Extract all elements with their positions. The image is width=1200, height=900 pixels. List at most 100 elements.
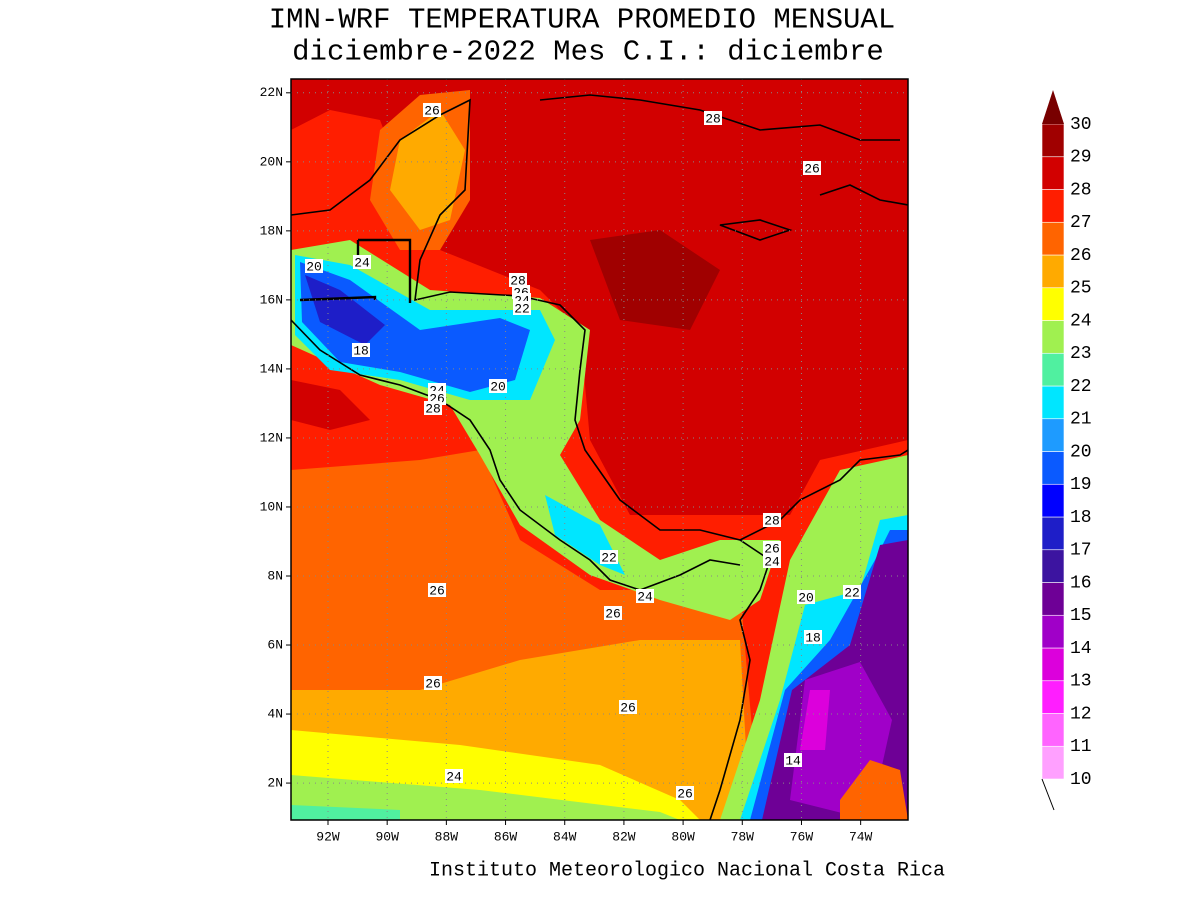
contour-label: 18 bbox=[805, 630, 821, 645]
colorbar-over-arrow bbox=[1042, 90, 1064, 124]
colorbar-box bbox=[1041, 221, 1065, 256]
colorbar-box bbox=[1041, 647, 1065, 682]
footer: Instituto Meteorologico Nacional Costa R… bbox=[429, 859, 945, 882]
colorbar-label: 27 bbox=[1070, 213, 1092, 233]
contour-label: 14 bbox=[785, 753, 801, 768]
grid: 92W 90W 88W 86W 84W 82W 80W 78W 76W 74W 2N 4N 6N 8N 10… bbox=[260, 79, 908, 844]
contour-label-box bbox=[704, 111, 722, 125]
contour-label-box bbox=[619, 700, 637, 714]
colorbar-label: 22 bbox=[1070, 377, 1092, 397]
contour-label-box bbox=[305, 259, 323, 273]
colorbar-label: 16 bbox=[1070, 573, 1092, 593]
x-tick-label: 92W bbox=[316, 829, 340, 844]
y-tick-label: 4N bbox=[267, 706, 283, 721]
y-tick-label: 6N bbox=[267, 637, 283, 652]
contour-label: 26 bbox=[620, 700, 636, 715]
colorbar-box bbox=[1041, 582, 1065, 616]
x-tick-label: 88W bbox=[435, 829, 459, 844]
colorbar-label: 21 bbox=[1070, 410, 1092, 430]
colorbar-box bbox=[1041, 516, 1065, 551]
colorbar-box bbox=[1041, 385, 1065, 420]
colorbar-box bbox=[1041, 745, 1065, 780]
title-line-1: IMN-WRF TEMPERATURA PROMEDIO MENSUAL bbox=[269, 4, 896, 37]
contour-label: 18 bbox=[353, 343, 369, 358]
temperature-region bbox=[291, 380, 370, 430]
contour-label-box bbox=[763, 554, 781, 568]
contour-label-box bbox=[352, 343, 370, 357]
contour-label-box bbox=[424, 676, 442, 690]
contour-label: 26 bbox=[764, 541, 780, 556]
contour-label: 26 bbox=[424, 103, 440, 118]
title-line-2: diciembre-2022 Mes C.I.: diciembre bbox=[292, 36, 884, 69]
temperature-region bbox=[291, 805, 400, 820]
contour-label: 28 bbox=[510, 273, 526, 288]
y-tick-label: 18N bbox=[260, 223, 283, 238]
x-tick-label: 74W bbox=[849, 829, 873, 844]
colorbar-tail bbox=[1041, 778, 1055, 811]
colorbar-label: 25 bbox=[1070, 279, 1092, 299]
colorbar-label: 29 bbox=[1070, 148, 1092, 168]
colorbar-label: 28 bbox=[1070, 180, 1092, 200]
colorbar-box bbox=[1041, 156, 1065, 190]
contour-label: 22 bbox=[844, 585, 860, 600]
colorbar-box bbox=[1041, 614, 1065, 649]
colorbar-label: 13 bbox=[1070, 672, 1092, 692]
x-tick-label: 90W bbox=[375, 829, 399, 844]
colorbar-box bbox=[1041, 320, 1065, 354]
colorbar-box bbox=[1041, 549, 1065, 583]
temperature-region bbox=[291, 775, 680, 820]
contour-label: 22 bbox=[514, 301, 530, 316]
contour-label-box bbox=[445, 769, 463, 783]
y-tick-label: 16N bbox=[260, 292, 283, 307]
contour-label: 20 bbox=[490, 379, 506, 394]
temperature-region bbox=[305, 275, 385, 345]
y-tick-label: 10N bbox=[260, 499, 283, 514]
map-frame bbox=[290, 78, 909, 821]
colorbar: 10 11 12 13 14 15 16 17 18 19 20 21 22 23 24 25 26 27 28 29… bbox=[1041, 90, 1092, 790]
colorbar-label: 26 bbox=[1070, 246, 1092, 266]
x-tick-label: 76W bbox=[790, 829, 814, 844]
y-tick-label: 20N bbox=[260, 154, 283, 169]
colorbar-box bbox=[1041, 418, 1065, 452]
contour-label-box bbox=[843, 585, 861, 599]
contour-label-box bbox=[509, 273, 527, 287]
contour-label-box bbox=[803, 161, 821, 175]
contour-label-box bbox=[763, 513, 781, 527]
contour-label-box bbox=[676, 786, 694, 800]
temperature-field bbox=[291, 79, 908, 820]
colorbar-label: 14 bbox=[1070, 639, 1092, 659]
x-tick-label: 82W bbox=[612, 829, 636, 844]
contour-label: 26 bbox=[425, 676, 441, 691]
contour-label-box bbox=[784, 753, 802, 767]
y-tick-label: 8N bbox=[267, 568, 283, 583]
colorbar-label: 20 bbox=[1070, 442, 1092, 462]
y-tick-label: 22N bbox=[260, 85, 283, 100]
contour-label-box bbox=[804, 630, 822, 644]
contour-label: 28 bbox=[705, 111, 721, 126]
temperature-region bbox=[840, 760, 908, 820]
contour-label-box bbox=[428, 583, 446, 597]
contour-label-box bbox=[763, 541, 781, 555]
contour-label: 26 bbox=[677, 786, 693, 801]
x-tick-label: 80W bbox=[671, 829, 695, 844]
x-tick-label: 78W bbox=[731, 829, 755, 844]
colorbar-box bbox=[1041, 352, 1065, 387]
colorbar-box bbox=[1041, 189, 1065, 223]
contour-label: 28 bbox=[425, 401, 441, 416]
contour-label-box bbox=[423, 103, 441, 117]
temperature-region bbox=[590, 230, 720, 330]
colorbar-label: 19 bbox=[1070, 475, 1092, 495]
colorbar-label: 11 bbox=[1070, 737, 1092, 757]
colorbar-label: 10 bbox=[1070, 770, 1092, 790]
contour-label: 20 bbox=[306, 259, 322, 274]
contour-label: 24 bbox=[637, 589, 653, 604]
colorbar-box bbox=[1041, 254, 1065, 289]
temperature-region bbox=[300, 262, 530, 392]
colorbar-label: 24 bbox=[1070, 311, 1092, 331]
contour-label: 20 bbox=[798, 590, 814, 605]
x-tick-label: 84W bbox=[553, 829, 577, 844]
colorbar-box bbox=[1041, 123, 1065, 158]
contour-label: 26 bbox=[605, 606, 621, 621]
y-tick-label: 14N bbox=[260, 361, 283, 376]
